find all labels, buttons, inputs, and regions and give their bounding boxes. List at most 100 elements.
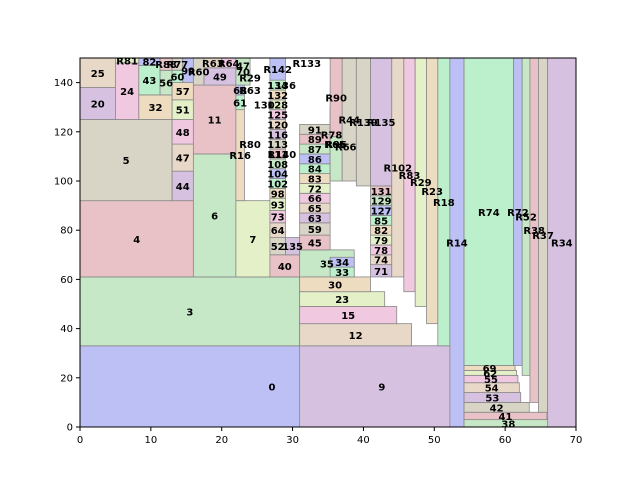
treemap-strip-label: R140 xyxy=(268,150,297,161)
treemap-rect-label: 43 xyxy=(142,76,156,87)
treemap-rect-label: R60 xyxy=(188,68,210,79)
treemap-rect-label: R139 xyxy=(349,118,378,129)
treemap-strip-label: R78 xyxy=(321,130,343,141)
treemap-rect-label: 35 xyxy=(320,259,334,270)
treemap-rect-label: R23 xyxy=(421,187,443,198)
treemap-rect xyxy=(79,87,116,120)
treemap-rect-label: 87 xyxy=(308,145,322,156)
treemap-rect-label: R88 xyxy=(155,60,177,71)
treemap-rect-label: 134 xyxy=(267,81,288,92)
treemap-rect-label: 78 xyxy=(374,246,388,257)
treemap-rect-label: 57 xyxy=(176,87,190,98)
treemap-rect-label: 74 xyxy=(374,256,388,267)
treemap-rect-label: 15 xyxy=(341,311,355,322)
treemap-rect-label: 6 xyxy=(211,211,218,222)
treemap-rect-label: 51 xyxy=(176,106,190,117)
x-tick-label: 60 xyxy=(499,435,512,446)
treemap-rect-label: 125 xyxy=(267,111,288,122)
treemap-rect-label: 61 xyxy=(233,98,247,109)
treemap-rect-label: R18 xyxy=(433,198,455,209)
treemap-strip-label: R80 xyxy=(239,140,261,151)
treemap-rect xyxy=(192,84,237,155)
treemap-rect-label: 89 xyxy=(308,135,322,146)
x-tick-label: 20 xyxy=(215,435,228,446)
y-tick-label: 0 xyxy=(67,423,73,434)
treemap-rect-label: 44 xyxy=(176,182,190,193)
treemap-rect xyxy=(79,276,301,347)
treemap-rect-label: 7 xyxy=(249,235,256,246)
treemap-rect-label: 47 xyxy=(176,154,190,165)
treemap-rect-label: 116 xyxy=(267,130,288,141)
treemap-rect-label: 73 xyxy=(271,213,285,224)
x-axis: 0 10 20 30 40 50 60 70 xyxy=(77,427,583,446)
treemap-strip-label: R63 xyxy=(239,86,261,97)
treemap-rect-label: R77 xyxy=(167,60,189,71)
treemap-rect-label: 128 xyxy=(267,101,288,112)
treemap-rect-label: 93 xyxy=(271,200,285,211)
treemap-rect-label: 48 xyxy=(176,128,190,139)
treemap-rect-label: 42 xyxy=(490,403,504,414)
treemap-strip-label: 136 xyxy=(275,81,296,92)
treemap-rect-label: 41 xyxy=(499,412,513,423)
treemap-rect-label: 54 xyxy=(485,384,499,395)
treemap-rect-label: 111 xyxy=(267,150,288,161)
x-tick-label: 40 xyxy=(357,435,370,446)
y-axis: 0 20 40 60 80 100 120 140 xyxy=(54,78,80,434)
y-tick-label: 140 xyxy=(54,78,73,89)
treemap-rect-label: 91 xyxy=(308,125,322,136)
x-tick-label: 10 xyxy=(144,435,157,446)
treemap-rect-label: R52 xyxy=(515,213,537,224)
y-tick-label: 40 xyxy=(60,324,73,335)
treemap-rect-label: 108 xyxy=(267,160,288,171)
treemap-rect-label: 11 xyxy=(208,116,222,127)
treemap-rect-label: 40 xyxy=(278,262,292,273)
treemap-rect-label: 79 xyxy=(374,236,388,247)
treemap-rect-label: 23 xyxy=(335,295,349,306)
treemap-strip-label: 130 xyxy=(254,101,275,112)
treemap-rect-label: R38 xyxy=(523,226,545,237)
treemap-strip-label: R66 xyxy=(335,143,357,154)
treemap-rect-label: 84 xyxy=(308,165,322,176)
x-tick-label: 70 xyxy=(570,435,583,446)
treemap-rect-label: 135 xyxy=(282,242,303,253)
treemap-rect-label: 68 xyxy=(233,86,247,97)
treemap-rect-label: R34 xyxy=(551,239,573,250)
treemap-rect-label: 33 xyxy=(335,268,349,279)
treemap-rect-label: 49 xyxy=(213,72,227,83)
treemap-rect-label: R44 xyxy=(338,116,360,127)
treemap-rect-label: 20 xyxy=(91,100,105,111)
treemap-rect-label: 4 xyxy=(133,235,140,246)
treemap-rect-label: 59 xyxy=(308,225,322,236)
treemap-rect-label: 86 xyxy=(308,155,322,166)
treemap-rect-label: 113 xyxy=(267,140,288,151)
x-tick-label: 30 xyxy=(286,435,299,446)
rects-layer xyxy=(79,57,577,428)
treemap-rect-label: R72 xyxy=(507,208,529,219)
treemap-rect-label: 38 xyxy=(501,419,515,430)
treemap-rect xyxy=(79,119,173,202)
treemap-rect xyxy=(192,153,237,278)
treemap-rect-label: 83 xyxy=(308,175,322,186)
treemap-rect-label: 60 xyxy=(170,72,184,83)
treemap-rect-label: 131 xyxy=(371,187,392,198)
treemap-strip-label: R133 xyxy=(292,59,321,70)
treemap-rect-label: 3 xyxy=(186,307,193,318)
treemap-rect-label: R142 xyxy=(263,65,292,76)
treemap-rect-label: 72 xyxy=(308,184,322,195)
treemap-rect-label: 82 xyxy=(374,226,388,237)
treemap-rect-label: 5 xyxy=(123,156,130,167)
x-tick-label: 50 xyxy=(428,435,441,446)
treemap-rect-label: 82 xyxy=(142,58,156,69)
treemap-rect-label: 129 xyxy=(371,197,392,208)
treemap-strip-label: R65 xyxy=(324,140,346,151)
treemap-rect-label: 55 xyxy=(484,375,498,386)
treemap-rect-label: 66 xyxy=(308,194,322,205)
treemap-rect-label: R90 xyxy=(325,93,347,104)
x-tick-label: 0 xyxy=(77,435,83,446)
treemap-rect-label: R64 xyxy=(218,59,240,70)
treemap-rect xyxy=(235,200,271,278)
treemap-rect-label: R135 xyxy=(367,118,396,129)
treemap-rect-label: 85 xyxy=(374,216,388,227)
treemap-rect-label: 120 xyxy=(267,120,288,131)
treemap-rect-label: 104 xyxy=(267,170,288,181)
